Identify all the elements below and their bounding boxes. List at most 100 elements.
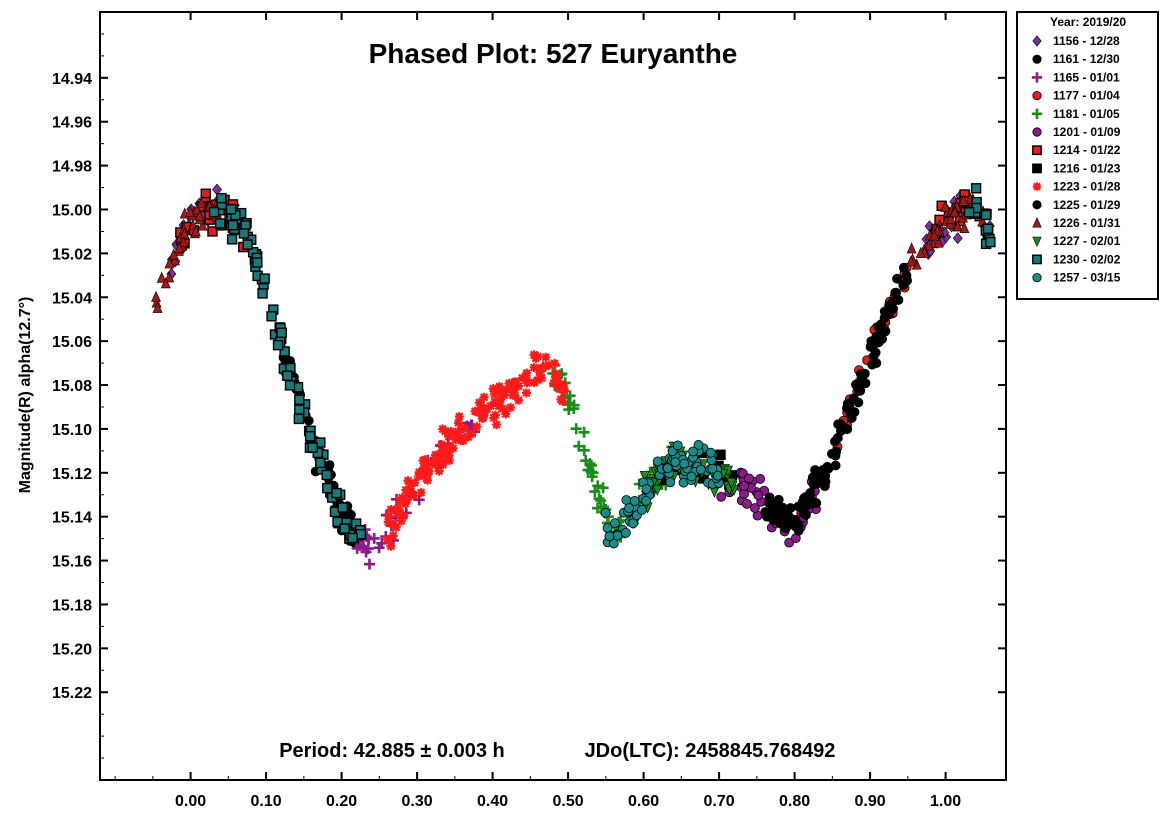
data-point — [915, 246, 926, 258]
data-point — [490, 410, 500, 420]
data-point — [266, 311, 277, 322]
data-point — [811, 498, 822, 508]
data-point — [391, 522, 401, 532]
y-tick-label: 15.20 — [52, 641, 92, 658]
data-point — [810, 465, 820, 475]
x-tick-label: 0.90 — [855, 793, 886, 810]
data-point — [985, 236, 996, 248]
data-point — [399, 511, 409, 521]
data-point — [662, 463, 673, 474]
data-point — [610, 518, 620, 529]
data-point — [760, 507, 771, 517]
data-point — [446, 426, 456, 436]
data-point — [174, 242, 185, 254]
data-point — [196, 197, 207, 209]
data-point — [403, 476, 413, 486]
data-point — [980, 209, 992, 221]
data-point — [282, 370, 293, 381]
data-point — [552, 370, 562, 380]
data-point — [458, 436, 468, 446]
data-point — [490, 389, 500, 399]
data-point — [585, 460, 597, 472]
data-point — [448, 443, 458, 453]
data-point — [672, 440, 683, 451]
legend-label: 1216 - 01/23 — [1053, 161, 1121, 175]
data-point — [504, 378, 514, 388]
data-point — [495, 382, 505, 392]
data-point — [431, 455, 441, 465]
data-point — [726, 477, 737, 489]
data-point — [178, 235, 189, 247]
data-point — [190, 225, 201, 237]
data-point — [529, 362, 539, 372]
data-point — [554, 384, 564, 394]
data-point — [940, 200, 951, 212]
data-point — [902, 275, 913, 286]
data-point — [679, 458, 690, 469]
data-point — [570, 423, 582, 435]
data-point — [906, 255, 916, 267]
data-point — [279, 346, 290, 357]
data-point — [558, 396, 568, 406]
legend-label: 1156 - 12/28 — [1053, 34, 1120, 48]
data-point — [453, 427, 463, 437]
data-point — [707, 463, 718, 474]
data-point — [522, 375, 532, 385]
y-tick-label: 15.00 — [52, 202, 92, 219]
data-point — [595, 494, 607, 506]
legend-marker — [1032, 54, 1042, 64]
data-point — [227, 219, 239, 231]
legend-marker — [1032, 236, 1042, 248]
data-point — [479, 392, 489, 402]
data-point — [871, 331, 882, 342]
data-point — [641, 495, 651, 506]
data-point — [521, 388, 531, 398]
data-point — [437, 439, 447, 449]
data-point — [510, 377, 520, 387]
data-point — [438, 460, 448, 470]
data-point — [242, 239, 253, 250]
legend-label: 1165 - 01/01 — [1053, 70, 1120, 84]
data-point — [321, 469, 332, 481]
data-point — [842, 398, 853, 409]
legend-label: 1225 - 01/29 — [1053, 198, 1121, 212]
data-point — [216, 192, 227, 204]
y-tick-label: 15.02 — [52, 246, 92, 263]
y-tick-label: 15.04 — [52, 290, 92, 307]
data-point — [890, 287, 901, 298]
x-tick-label: 0.80 — [779, 793, 810, 810]
data-point — [830, 450, 841, 461]
legend-marker — [1032, 200, 1042, 210]
x-tick-label: 0.10 — [251, 793, 282, 810]
data-point — [564, 390, 576, 402]
data-point — [410, 478, 420, 488]
data-point — [436, 452, 446, 462]
data-point — [451, 431, 461, 441]
data-point — [339, 523, 350, 534]
data-point — [522, 368, 532, 378]
data-point — [529, 378, 539, 388]
legend-label: 1257 - 03/15 — [1053, 271, 1121, 285]
data-point — [705, 447, 716, 458]
data-point — [272, 339, 284, 351]
y-axis-label: Magnitude(R) alpha(12.7°) — [17, 297, 34, 494]
legend-label: 1226 - 01/31 — [1053, 216, 1121, 230]
data-point — [739, 480, 750, 491]
data-point — [742, 498, 752, 509]
data-points — [151, 183, 996, 570]
y-tick-label: 15.18 — [52, 597, 92, 614]
legend-marker — [1031, 72, 1043, 83]
data-point — [406, 487, 416, 497]
data-point — [472, 422, 482, 432]
data-point — [388, 531, 398, 541]
data-point — [836, 426, 846, 436]
y-tick-label: 15.16 — [52, 554, 92, 571]
data-point — [952, 232, 963, 245]
data-point — [293, 413, 305, 425]
data-point — [383, 517, 393, 527]
data-point — [823, 463, 834, 474]
data-point — [401, 499, 411, 509]
data-point — [715, 449, 726, 460]
data-point — [384, 511, 394, 521]
data-point — [600, 507, 611, 518]
